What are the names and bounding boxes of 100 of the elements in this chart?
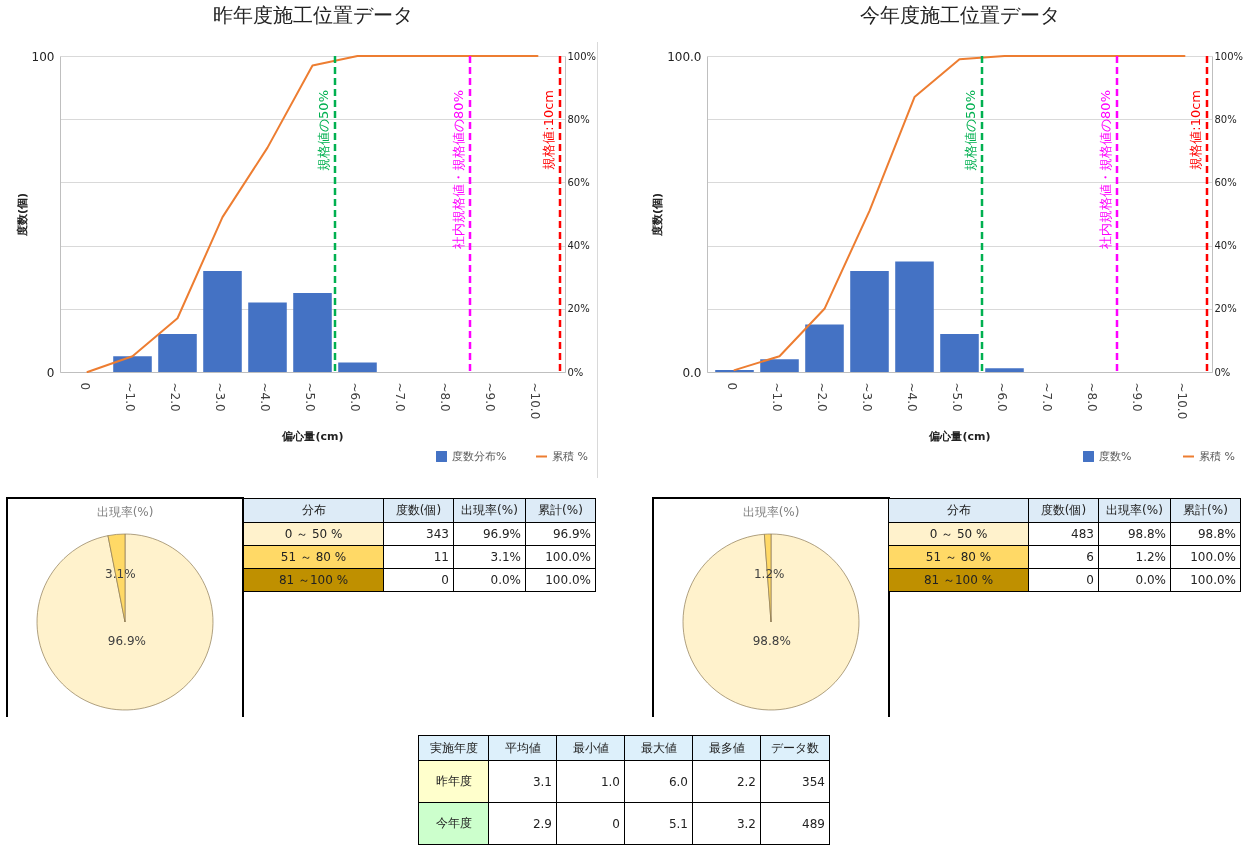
bar <box>248 302 287 372</box>
text: 96.9% <box>525 522 596 546</box>
ref-line-label: 規格値:10cm <box>1188 90 1203 170</box>
category-label: 出現率(%) <box>1098 498 1171 523</box>
line-series <box>733 55 1186 372</box>
x-tick-label: ~7.0 <box>1039 382 1054 412</box>
x-tick-label: ~1.0 <box>769 382 784 412</box>
x-tick-label: ~10.0 <box>1174 382 1189 420</box>
ref-line-label: 社内規格値・規格値の80% <box>451 90 466 249</box>
category-label: 分布 <box>243 498 384 523</box>
y2-tick-label: 40% <box>567 240 590 252</box>
x-axis-title: 偏心量(cm) <box>928 430 991 444</box>
x-tick-label: ~3.0 <box>859 382 874 412</box>
y-axis-title: 度数(個) <box>651 192 665 238</box>
x-tick-label: ~5.0 <box>949 382 964 412</box>
category-label: 分布 <box>888 498 1029 523</box>
data-label: 98.8% <box>752 634 791 649</box>
text: 2.9 <box>488 802 557 845</box>
text: 5.1 <box>624 802 693 845</box>
y2-tick-label: 0% <box>567 366 584 378</box>
chart-title: 出現率(%) <box>96 505 154 519</box>
category-label: 出現率(%) <box>453 498 526 523</box>
category-label: 累計(%) <box>1170 498 1241 523</box>
text: 昨年度 <box>418 760 489 803</box>
y2-tick-label: 100% <box>1214 50 1244 62</box>
category-label: データ数 <box>760 735 830 761</box>
x-tick-label: ~1.0 <box>122 382 137 412</box>
bar <box>850 270 889 372</box>
line-series <box>86 55 539 373</box>
x-tick-label: ~6.0 <box>347 382 362 412</box>
text: 100.0% <box>1170 568 1241 592</box>
x-tick-label: ~9.0 <box>482 382 497 412</box>
text: 0 <box>556 802 625 845</box>
category-label: 最大値 <box>624 735 693 761</box>
data-label: 96.9% <box>107 634 146 649</box>
category-label: 最多値 <box>692 735 761 761</box>
text: 6 <box>1028 545 1099 569</box>
text: 98.8% <box>1098 522 1171 546</box>
x-tick-label: ~8.0 <box>1084 382 1099 412</box>
x-tick-label: ~6.0 <box>994 382 1009 412</box>
bar <box>985 368 1024 372</box>
x-tick-label: ~8.0 <box>437 382 452 412</box>
x-tick-label: ~2.0 <box>167 382 182 412</box>
text: 51 ～ 80 % <box>243 545 384 569</box>
text: 489 <box>760 802 830 845</box>
x-tick-label: 0 <box>724 382 739 391</box>
x-axis-title: 偏心量(cm) <box>281 430 344 444</box>
text: 98.8% <box>1170 522 1241 546</box>
text: 0 <box>383 568 454 592</box>
legend-label: 度数% <box>1099 449 1132 463</box>
x-tick-label: ~7.0 <box>392 382 407 412</box>
bar <box>760 359 799 372</box>
legend-label: 度数分布% <box>452 449 507 463</box>
x-tick-label: ~2.0 <box>814 382 829 412</box>
x-tick-label: ~4.0 <box>904 382 919 412</box>
ref-line-label: 規格値の50% <box>316 90 331 171</box>
y2-tick-label: 100% <box>567 50 597 62</box>
text: 3.1 <box>488 760 557 803</box>
x-tick-label: 0 <box>77 382 92 391</box>
bar <box>113 356 152 372</box>
legend-label: 累積 % <box>1199 449 1235 463</box>
legend-label: 累積 % <box>552 449 588 463</box>
text: 0.0% <box>1098 568 1171 592</box>
pie-slice <box>682 533 860 711</box>
y-tick-label: 100.0 <box>667 49 702 64</box>
y2-tick-label: 60% <box>567 176 590 188</box>
y2-tick-label: 80% <box>1214 113 1237 125</box>
pie-slice <box>36 533 214 711</box>
text: 3.1% <box>453 545 526 569</box>
bar <box>293 293 332 372</box>
ref-line-label: 規格値の50% <box>963 90 978 171</box>
text: 3.2 <box>692 802 761 845</box>
text: 81 ～100 % <box>243 568 384 592</box>
y2-tick-label: 60% <box>1214 176 1237 188</box>
bar <box>158 334 197 372</box>
text: 100.0% <box>525 545 596 569</box>
text: 100.0% <box>1170 545 1241 569</box>
chart-title: 出現率(%) <box>742 505 800 519</box>
y2-tick-label: 0% <box>1214 366 1231 378</box>
category-label: 平均値 <box>488 735 557 761</box>
y2-tick-label: 40% <box>1214 240 1237 252</box>
text: 51 ～ 80 % <box>888 545 1029 569</box>
y-tick-label: 100 <box>31 49 55 64</box>
bar <box>940 334 979 372</box>
text: 1.0 <box>556 760 625 803</box>
x-tick-label: ~5.0 <box>302 382 317 412</box>
chart-title: 昨年度施工位置データ <box>212 3 413 27</box>
x-tick-label: ~9.0 <box>1129 382 1144 412</box>
text: 100.0% <box>525 568 596 592</box>
text: 0 ～ 50 % <box>888 522 1029 546</box>
x-tick-label: ~10.0 <box>527 382 542 420</box>
text: 0 <box>1028 568 1099 592</box>
text: 96.9% <box>453 522 526 546</box>
text: 6.0 <box>624 760 693 803</box>
y2-tick-label: 20% <box>1214 303 1237 315</box>
text: 0.0% <box>453 568 526 592</box>
y-tick-label: 0.0 <box>682 365 702 380</box>
text: 0 ～ 50 % <box>243 522 384 546</box>
ref-line-label: 規格値:10cm <box>541 90 556 170</box>
text: 今年度 <box>418 802 489 845</box>
